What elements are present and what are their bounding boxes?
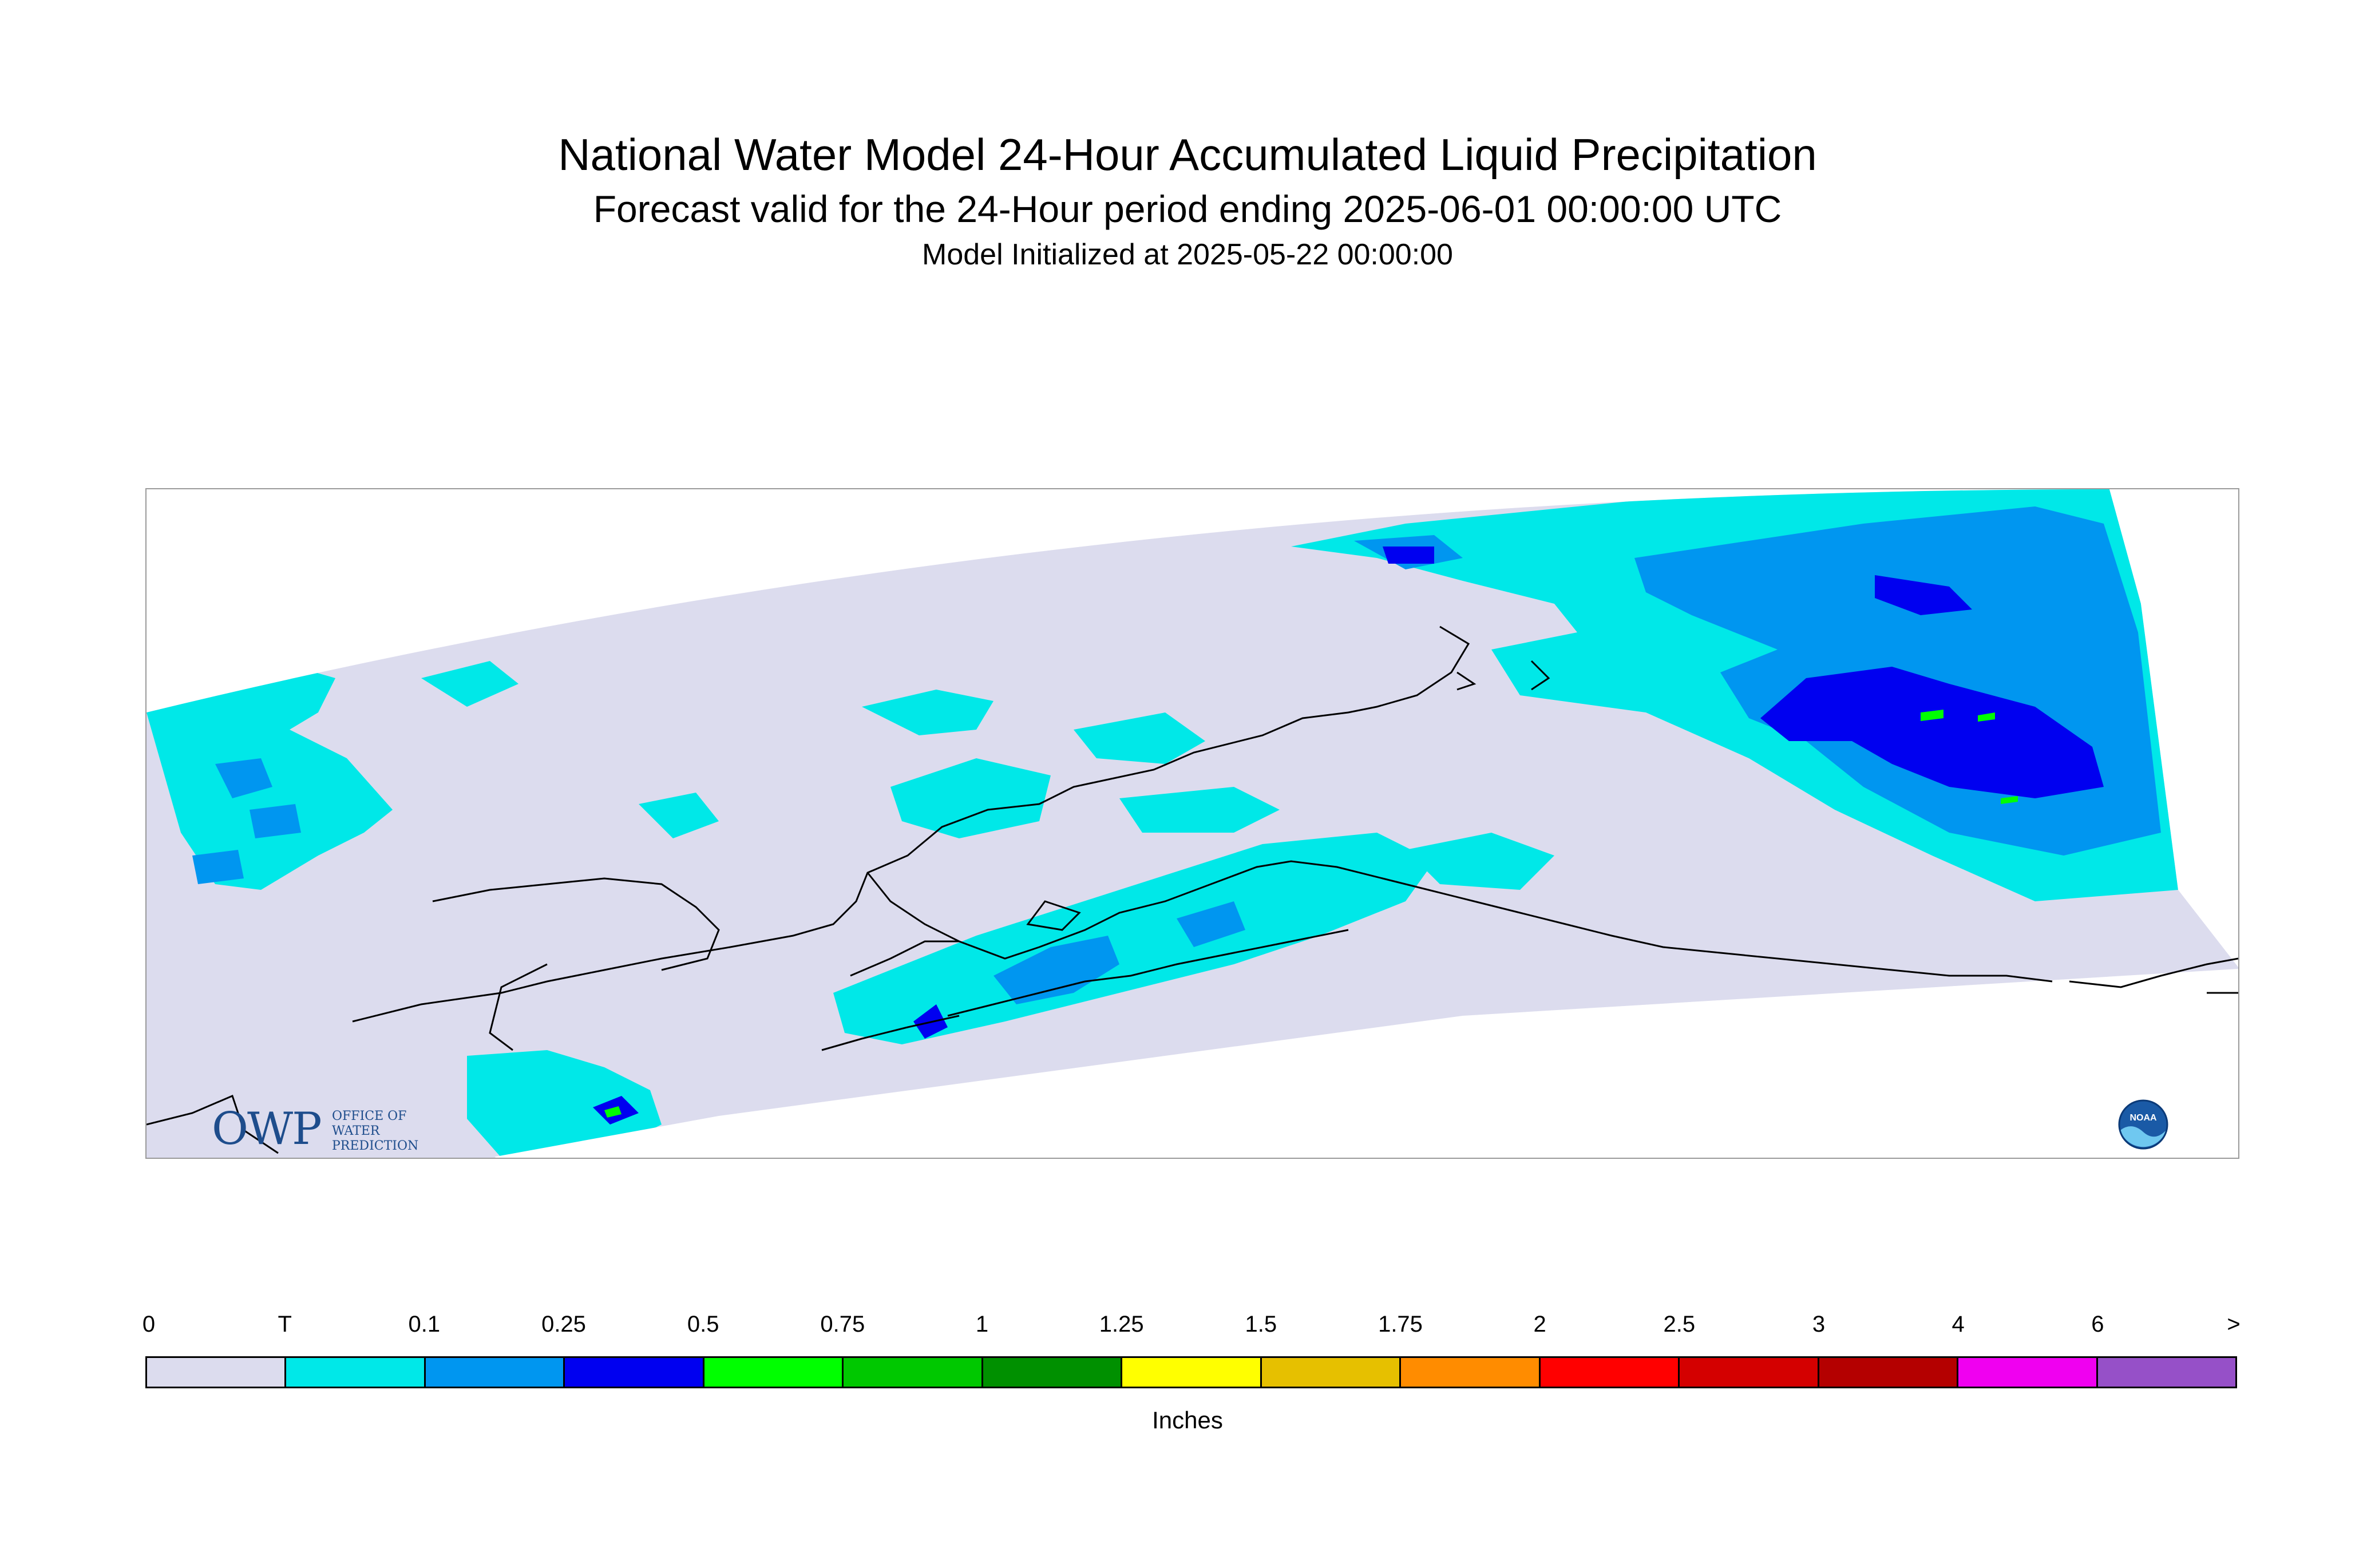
legend-swatch [1122, 1358, 1262, 1387]
trace-region-gulf [1406, 833, 1554, 890]
legend-color-bar [145, 1356, 2237, 1388]
owp-text-line-3: PREDICTION [332, 1139, 419, 1153]
legend-swatch [147, 1358, 287, 1387]
legend-tick-label: 2 [1533, 1312, 1546, 1337]
noaa-logo: NOAA [2117, 1099, 2169, 1153]
legend-tick-label: 0.1 [408, 1312, 441, 1337]
legend-tick-label: 1.75 [1378, 1312, 1423, 1337]
trace-region-south [833, 833, 1434, 1044]
moderate-precip-east [1383, 547, 2104, 798]
legend-tick-label: > [2227, 1312, 2241, 1337]
legend-swatch [1958, 1358, 2098, 1387]
legend-tick-label: T [278, 1312, 292, 1337]
precipitation-map [145, 488, 2239, 1159]
forecast-valid-subtitle: Forecast valid for the 24-Hour period en… [593, 188, 1782, 230]
trace-region-southwest [467, 1050, 662, 1158]
legend-tick-label: 1 [975, 1312, 989, 1337]
owp-text-line-1: OFFICE OF [332, 1109, 407, 1123]
legend-swatch [1540, 1358, 1680, 1387]
legend-tick-label: 0.5 [687, 1312, 719, 1337]
legend-swatch [983, 1358, 1123, 1387]
legend-tick-label: 1.25 [1099, 1312, 1144, 1337]
owp-mark: OWP [212, 1103, 322, 1155]
model-initialized-line: Model Initialized at 2025-05-22 00:00:00 [922, 238, 1453, 271]
owp-text-line-2: WATER [332, 1124, 380, 1138]
legend-swatch [1401, 1358, 1541, 1387]
owp-logo: OWP OFFICE OF WATER PREDICTION [212, 1103, 509, 1172]
legend-swatch [286, 1358, 426, 1387]
svg-text:NOAA: NOAA [2129, 1113, 2157, 1123]
legend-swatch [1680, 1358, 1819, 1387]
trace-region-west [147, 667, 393, 890]
legend-swatch [565, 1358, 704, 1387]
legend-swatch [425, 1358, 565, 1387]
legend-tick-label: 6 [2091, 1312, 2104, 1337]
map-title: National Water Model 24-Hour Accumulated… [558, 129, 1817, 180]
legend-tick-label: 3 [1812, 1312, 1826, 1337]
color-legend: 0 T 0.1 0.25 0.5 0.75 1 1.25 1.5 1.75 2 2.5 3 4 6 > [142, 1312, 2241, 1392]
legend-swatch [844, 1358, 983, 1387]
legend-swatch [1819, 1358, 1959, 1387]
legend-tick-label: 0 [142, 1312, 156, 1337]
legend-swatch [2097, 1358, 2236, 1387]
legend-units-label: Inches [1152, 1407, 1223, 1434]
legend-tick-label: 4 [1952, 1312, 1965, 1337]
trace-region-central [421, 661, 1280, 838]
light-precip-west [192, 758, 301, 884]
legend-tick-label: 0.75 [820, 1312, 865, 1337]
legend-tick-label: 2.5 [1663, 1312, 1696, 1337]
light-precip-peninsula [993, 901, 1245, 1004]
legend-tick-label: 1.5 [1245, 1312, 1277, 1337]
coastline [147, 625, 2238, 1154]
legend-swatch [704, 1358, 844, 1387]
legend-tick-label: 0.25 [541, 1312, 586, 1337]
noaa-emblem-icon: NOAA [2118, 1099, 2168, 1150]
legend-swatch [1261, 1358, 1402, 1387]
